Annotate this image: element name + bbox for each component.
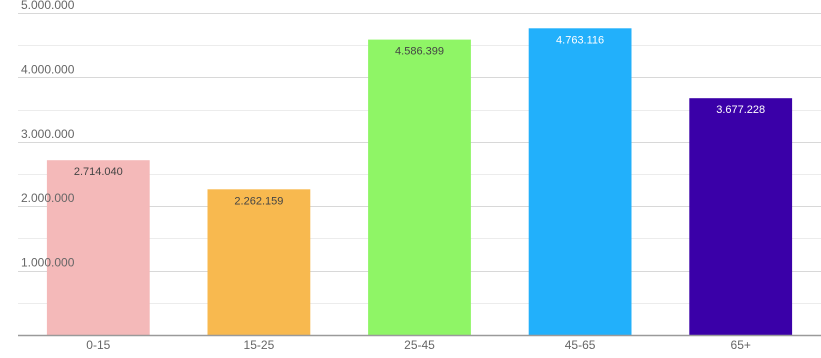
x-tick-label: 0-15 [86, 338, 110, 352]
y-axis-tick-labels: 1.000.000 2.000.000 3.000.000 4.000.000 5.00… [21, 0, 75, 270]
bar-value-label: 4.763.116 [556, 34, 604, 46]
x-axis-tick-labels: 0-15 15-25 25-45 45-65 65+ [86, 338, 751, 352]
bar-0-15 [46, 160, 150, 335]
x-tick-label: 25-45 [404, 338, 435, 352]
y-tick-label: 2.000.000 [21, 191, 75, 205]
x-tick-label: 65+ [731, 338, 751, 352]
bar-value-label: 2.262.159 [234, 195, 283, 207]
y-tick-label: 3.000.000 [21, 127, 75, 141]
bar-value-label: 4.586.399 [395, 46, 444, 58]
bar-value-label: 3.677.228 [716, 104, 765, 116]
bar-65plus [689, 98, 793, 335]
bar-45-65 [528, 28, 632, 336]
y-tick-label: 5.000.000 [21, 0, 75, 12]
bar-value-label: 2.714.040 [74, 166, 123, 178]
value-labels: 2.714.040 2.262.159 4.586.399 4.763.116 3.67… [74, 34, 765, 207]
x-tick-label: 15-25 [244, 338, 275, 352]
y-tick-label: 1.000.000 [21, 256, 75, 270]
y-tick-label: 4.000.000 [21, 62, 75, 76]
x-tick-label: 45-65 [565, 338, 596, 352]
bars [46, 28, 793, 336]
bar-15-25 [207, 189, 311, 335]
bar-25-45 [368, 39, 471, 335]
